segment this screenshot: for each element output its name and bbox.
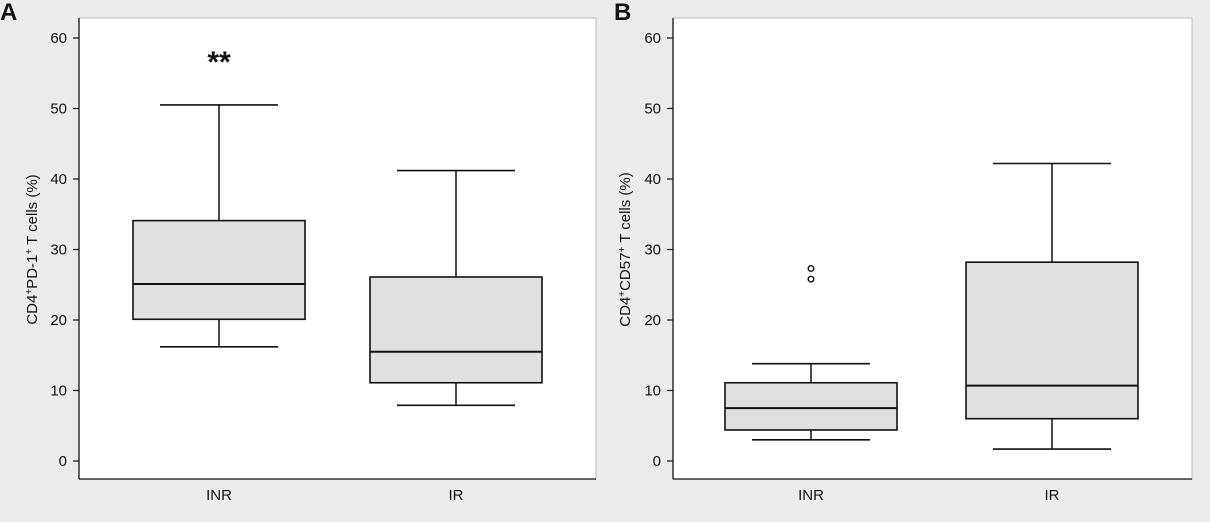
panel-b: B 0 10 20 30 40 50 60 CD4+CD57+ T cells (%) INR IR xyxy=(614,0,1193,504)
outlier-point xyxy=(807,275,815,283)
y-tick-label: 20 xyxy=(644,312,661,329)
y-tick-label: 30 xyxy=(50,242,67,259)
y-tick-label: 30 xyxy=(644,242,661,259)
iqr-box xyxy=(369,276,543,384)
box-ir xyxy=(965,162,1139,450)
box-inr xyxy=(132,104,306,348)
panel-label: A xyxy=(0,0,17,26)
x-category-label: INR xyxy=(798,487,824,504)
iqr-box xyxy=(132,219,306,321)
y-tick-label: 0 xyxy=(653,453,661,470)
box-inr xyxy=(724,265,898,441)
x-category-label: IR xyxy=(449,487,464,504)
y-axis-title: CD4+CD57+ T cells (%) xyxy=(617,172,635,327)
y-tick-label: 40 xyxy=(644,171,661,188)
y-tick-label: 60 xyxy=(50,30,67,47)
y-tick-label: 50 xyxy=(50,101,67,118)
iqr-box xyxy=(724,381,898,431)
x-category-label: INR xyxy=(206,487,232,504)
x-category-label: IR xyxy=(1045,487,1060,504)
y-tick-label: 40 xyxy=(50,171,67,188)
significance-annotation: ** xyxy=(207,46,231,79)
outlier-point xyxy=(807,265,815,273)
y-tick-label: 50 xyxy=(644,101,661,118)
panel-label: B xyxy=(614,0,631,26)
box-ir xyxy=(369,169,543,407)
panel-a: A 0 10 20 30 40 50 60 CD4+PD-1+ T cells (%) INR IR… xyxy=(0,0,597,504)
y-tick-label: 0 xyxy=(59,453,67,470)
y-tick-label: 60 xyxy=(644,30,661,47)
y-axis-title: CD4+PD-1+ T cells (%) xyxy=(24,174,42,324)
y-tick-label: 20 xyxy=(50,312,67,329)
y-tick-label: 10 xyxy=(50,383,67,400)
y-tick-label: 10 xyxy=(644,383,661,400)
iqr-box xyxy=(965,261,1139,420)
